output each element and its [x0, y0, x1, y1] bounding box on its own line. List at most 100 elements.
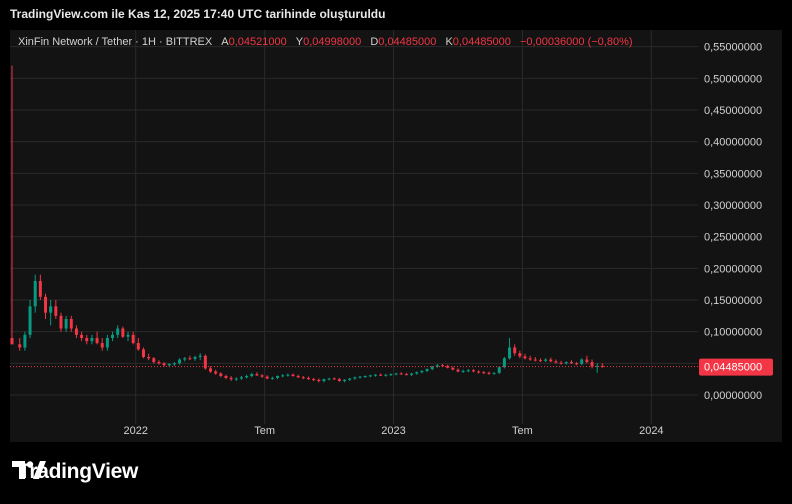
candle-body	[85, 338, 89, 342]
candle-body	[317, 379, 321, 382]
candle-down	[523, 353, 527, 360]
time-axis[interactable]: 2022 Tem 2023 Tem 2024	[123, 425, 663, 437]
candle-body	[239, 377, 243, 379]
candle-down	[188, 355, 192, 361]
candle-down	[38, 274, 42, 300]
candle-body	[250, 374, 254, 376]
candle-body	[23, 334, 27, 348]
candle-body	[343, 379, 347, 382]
tradingview-logo[interactable]: TradingView	[12, 460, 138, 484]
tradingview-logo-icon	[12, 461, 46, 479]
candle-body	[420, 370, 424, 373]
candle-up	[502, 357, 506, 369]
candle-down	[554, 359, 558, 364]
candle-body	[528, 358, 532, 360]
candle-body	[64, 319, 68, 329]
x-tick-label: 2024	[639, 425, 663, 437]
candle-up	[415, 371, 419, 375]
candle-down	[95, 331, 99, 345]
candle-up	[23, 331, 27, 351]
candle-body	[90, 338, 94, 342]
candle-down	[157, 360, 161, 365]
candle-body	[404, 374, 408, 376]
candle-down	[312, 377, 316, 382]
candle-down	[528, 355, 532, 361]
candle-down	[100, 338, 104, 351]
candle-up	[90, 334, 94, 345]
candle-body	[368, 375, 372, 377]
candle-body	[544, 359, 548, 361]
candle-body	[306, 377, 310, 380]
x-tick-label: 2022	[123, 425, 147, 437]
candle-body	[141, 349, 145, 357]
candle-body	[502, 358, 506, 368]
candle-body	[28, 306, 32, 335]
candlestick-chart[interactable]: 0,55000000 0,50000000 0,45000000 0,40000000…	[10, 30, 782, 442]
y-tick-label: 0,55000000	[704, 42, 762, 54]
candle-up	[580, 358, 584, 366]
candle-up	[389, 373, 393, 376]
candle-body	[281, 375, 285, 377]
candle-body	[178, 359, 182, 364]
candle-up	[425, 368, 429, 373]
candle-body	[276, 376, 280, 378]
candle-body	[80, 334, 84, 338]
x-tick-label: 2023	[381, 425, 405, 437]
candle-up	[363, 375, 367, 378]
candle-up	[178, 358, 182, 365]
candle-down	[54, 300, 58, 319]
candle-down	[471, 369, 475, 373]
y-tick-label: 0,45000000	[704, 105, 762, 117]
candle-down	[85, 334, 89, 345]
candle-body	[461, 370, 465, 372]
open-value: 0,04521000	[228, 36, 287, 48]
candle-body	[487, 372, 491, 374]
candle-up	[492, 372, 496, 375]
candle-body	[10, 338, 14, 345]
candle-body	[358, 376, 362, 378]
candle-body	[260, 375, 264, 377]
candle-down	[513, 344, 517, 356]
candle-body	[348, 378, 352, 380]
y-tick-label: 0,10000000	[704, 327, 762, 339]
candle-up	[198, 353, 202, 361]
candle-up	[353, 376, 357, 380]
candle-up	[430, 365, 434, 371]
candle-down	[549, 357, 553, 363]
candle-body	[332, 378, 336, 380]
candle-body	[312, 379, 316, 381]
price-axis[interactable]: 0,55000000 0,50000000 0,45000000 0,40000000…	[704, 42, 762, 402]
candle-body	[538, 360, 542, 362]
candle-body	[95, 338, 99, 344]
candle-body	[193, 357, 197, 359]
candle-body	[49, 306, 53, 313]
candle-down	[337, 377, 341, 382]
candle-body	[492, 372, 496, 374]
candle-body	[224, 376, 228, 378]
symbol-name[interactable]: XinFin Network / Tether · 1H · BITTREX	[18, 36, 213, 48]
candle-down	[446, 364, 450, 369]
candle-down	[399, 372, 403, 375]
candle-body	[482, 372, 486, 374]
candle-up	[461, 369, 465, 373]
candle-body	[430, 366, 434, 370]
candle-up	[327, 377, 331, 381]
y-tick-label: 0,25000000	[704, 232, 762, 244]
candle-down	[219, 372, 223, 378]
candle-down	[379, 373, 383, 376]
candle-body	[446, 365, 450, 368]
grid-lines	[10, 30, 698, 424]
candle-down	[575, 362, 579, 366]
chart-panel[interactable]: 0,55000000 0,50000000 0,45000000 0,40000000…	[10, 30, 782, 442]
candle-down	[296, 374, 300, 378]
candle-body	[410, 373, 414, 375]
candle-down	[203, 354, 207, 370]
candle-up	[126, 331, 130, 342]
candle-body	[214, 371, 218, 374]
high-label: Y	[295, 36, 304, 48]
candle-up	[64, 315, 68, 332]
candle-body	[126, 334, 130, 337]
candle-body	[441, 365, 445, 367]
candle-down	[559, 360, 563, 365]
candle-body	[44, 296, 48, 313]
